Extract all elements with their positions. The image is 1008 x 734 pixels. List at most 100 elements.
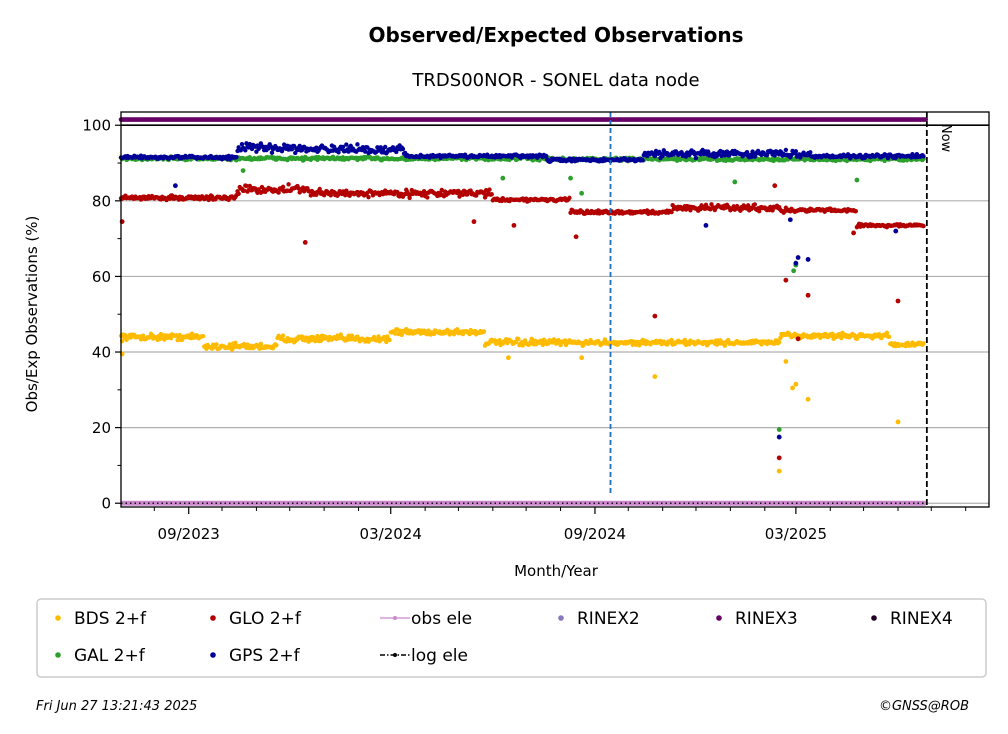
data-point-glo [487, 187, 492, 192]
data-point-bds [200, 333, 206, 339]
y-axis-label: Obs/Exp Observations (%) [23, 216, 41, 413]
data-point-glo [471, 219, 477, 225]
data-point-gps [640, 158, 645, 163]
data-point-bds [177, 332, 183, 338]
data-point-bds [540, 342, 545, 348]
data-point-gps [776, 434, 782, 440]
legend-marker-gps-2-f [210, 652, 216, 658]
data-point-bds [513, 339, 519, 345]
data-point-bds [387, 337, 392, 343]
legend-label-rinex2: RINEX2 [577, 609, 640, 629]
data-point-glo [795, 336, 801, 342]
data-point-gps [772, 153, 777, 158]
data-point-bds [790, 385, 795, 391]
data-point-glo [573, 234, 579, 240]
data-point-gps [795, 255, 801, 260]
data-point-glo [805, 292, 811, 298]
data-point-bds [233, 340, 238, 345]
data-point-gps [808, 150, 813, 155]
x-tick-label: 09/2023 [158, 525, 220, 543]
data-point-bds [793, 381, 799, 387]
data-point-bds [884, 330, 890, 336]
data-point-bds [921, 341, 926, 346]
x-tick-label: 03/2024 [360, 525, 422, 543]
data-point-gps [346, 149, 351, 154]
now-label: Now [938, 124, 953, 153]
data-point-gps [355, 142, 360, 147]
data-point-glo [242, 188, 247, 193]
legend-marker-rinex2 [558, 615, 564, 621]
data-point-glo [302, 240, 308, 245]
data-point-bds [805, 396, 811, 402]
data-point-glo [247, 183, 252, 189]
data-point-bds [392, 331, 398, 336]
data-point-bds [338, 332, 343, 337]
data-point-glo [851, 230, 856, 236]
legend-box [36, 598, 987, 678]
data-point-gps [687, 153, 692, 158]
data-point-bds [886, 334, 892, 339]
data-point-gps [660, 153, 665, 159]
data-point-gps [703, 222, 709, 228]
data-point-glo [752, 202, 757, 207]
data-point-rinex3 [923, 117, 929, 122]
data-point-glo [317, 186, 322, 192]
y-tick-label: 0 [101, 495, 111, 513]
data-point-bds [895, 419, 901, 425]
data-point-gps [885, 155, 891, 161]
data-point-bds [776, 468, 782, 474]
data-point-gps [394, 149, 399, 155]
y-tick-label: 60 [92, 268, 111, 286]
data-point-gal [579, 190, 585, 196]
data-point-glo [280, 184, 286, 190]
data-point-glo [783, 277, 789, 283]
data-point-glo [457, 194, 462, 199]
data-point-gal [776, 427, 782, 432]
legend-label-bds-2-f: BDS 2+f [74, 609, 147, 629]
y-tick-label: 80 [92, 192, 111, 210]
data-point-glo [652, 313, 658, 319]
data-point-gal [500, 175, 506, 181]
data-point-glo [328, 193, 333, 198]
data-point-glo [395, 189, 400, 195]
data-point-glo [366, 194, 371, 200]
data-point-gps [787, 217, 793, 223]
data-point-gps [243, 148, 248, 153]
plot-area [118, 117, 929, 506]
data-point-glo [895, 298, 901, 304]
data-point-bds [602, 337, 608, 342]
data-point-glo [772, 183, 778, 189]
data-point-glo [921, 223, 926, 229]
legend-marker-rinex4 [871, 615, 877, 621]
data-point-gps [693, 155, 699, 161]
data-point-gal [432, 157, 438, 163]
data-point-gps [336, 150, 341, 155]
legend-label-rinex4: RINEX4 [890, 609, 953, 629]
x-axis-label: Month/Year [514, 562, 599, 580]
data-point-bds [140, 333, 146, 338]
data-point-bds [481, 329, 487, 334]
data-point-bds [529, 336, 534, 342]
legend-label-glo-2-f: GLO 2+f [229, 609, 302, 629]
data-point-gps [362, 149, 368, 154]
data-point-gps [249, 146, 255, 152]
data-point-glo [244, 183, 249, 189]
data-point-glo [473, 193, 479, 198]
y-tick-label: 100 [82, 117, 111, 135]
data-point-glo [425, 195, 430, 200]
data-point-glo [567, 195, 572, 201]
data-point-bds [399, 332, 405, 338]
data-point-gps [764, 153, 770, 158]
data-point-glo [853, 209, 859, 214]
data-point-gps [344, 142, 349, 147]
data-point-bds [258, 341, 264, 347]
data-point-glo [483, 187, 489, 193]
chart-title: Observed/Expected Observations [368, 23, 743, 47]
chart-subtitle: TRDS00NOR - SONEL data node [411, 70, 699, 91]
data-point-bds [579, 355, 585, 361]
data-point-glo [460, 192, 466, 198]
data-point-gal [854, 177, 860, 183]
data-point-bds [777, 339, 782, 345]
legend-label-rinex3: RINEX3 [735, 609, 798, 629]
data-point-bds [280, 333, 286, 338]
